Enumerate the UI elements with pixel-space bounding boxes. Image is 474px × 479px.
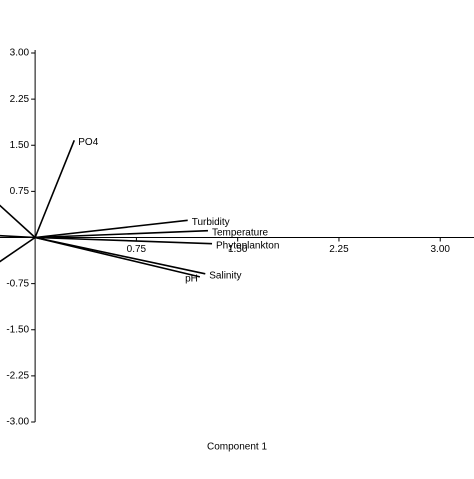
plot-area [0, 140, 213, 278]
vector-label: Phytoplankton [216, 240, 279, 251]
y-tick-label: -3.00 [6, 417, 29, 428]
y-tick-label: -1.50 [6, 324, 29, 335]
loading-vector [0, 204, 36, 239]
vector-label: PO4 [78, 137, 98, 148]
y-tick-label: 0.75 [10, 186, 30, 197]
y-tick-label: -0.75 [6, 278, 29, 289]
loading-vector [0, 234, 36, 239]
vector-label: pH [185, 274, 198, 285]
vector-label: Salinity [209, 270, 241, 281]
x-tick-label: 2.25 [329, 244, 349, 255]
loading-vector [35, 229, 208, 239]
y-tick-label: 3.00 [10, 48, 30, 59]
loading-vector [34, 140, 76, 238]
y-tick-label: -2.25 [6, 371, 29, 382]
loading-vector [35, 219, 188, 239]
vector-label: Temperature [212, 227, 269, 238]
x-tick-label: 0.75 [127, 244, 147, 255]
loading-vector [35, 236, 213, 245]
loading-vector [0, 236, 36, 263]
loading-vector [34, 236, 201, 278]
vector-label: Turbidity [192, 217, 230, 228]
x-axis-label: Component 1 [207, 442, 267, 453]
x-tick-label: 1.50 [228, 244, 248, 255]
y-tick-label: 1.50 [10, 140, 30, 151]
x-tick-label: 3.00 [431, 244, 451, 255]
y-tick-label: 2.25 [10, 94, 30, 105]
